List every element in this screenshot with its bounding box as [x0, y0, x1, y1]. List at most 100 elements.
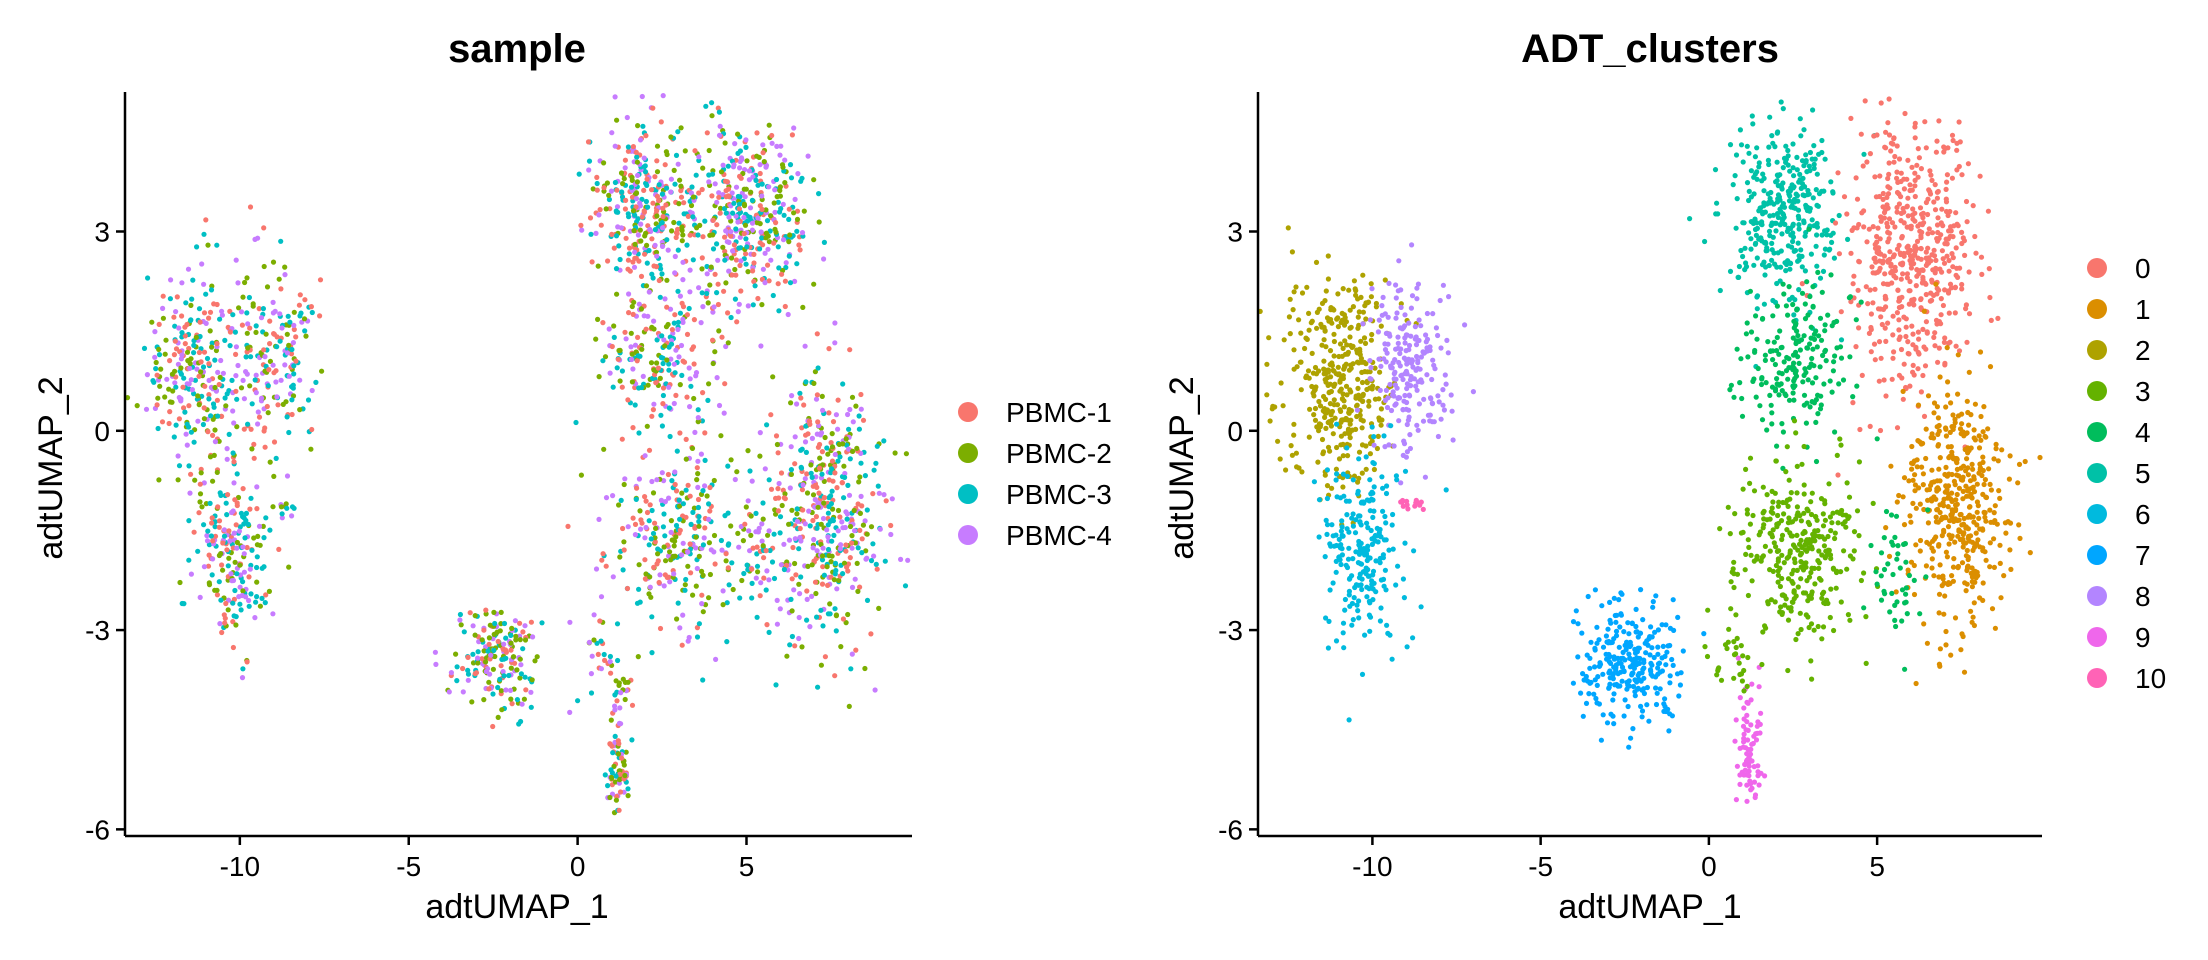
data-point [287, 319, 293, 325]
data-point [220, 540, 226, 546]
data-point [1795, 240, 1801, 246]
data-point [741, 186, 747, 192]
data-point [1380, 576, 1387, 583]
data-point [671, 320, 677, 326]
data-point [1319, 342, 1325, 348]
data-point [1402, 323, 1408, 329]
data-point [1444, 337, 1450, 343]
data-point [1344, 342, 1350, 348]
data-point [234, 471, 240, 477]
data-point [1885, 175, 1891, 182]
data-point [208, 287, 215, 293]
data-point [1886, 216, 1893, 222]
data-point [170, 388, 176, 394]
data-point [200, 421, 206, 428]
data-point [1406, 392, 1412, 398]
data-point [1653, 701, 1660, 708]
data-point [1347, 325, 1353, 331]
data-point [650, 200, 656, 206]
data-point [1660, 643, 1666, 650]
data-point [1824, 232, 1830, 238]
data-point [278, 238, 284, 244]
data-point [1311, 388, 1317, 394]
data-point [264, 403, 270, 410]
data-point [664, 357, 670, 363]
data-point [681, 200, 687, 206]
data-point [205, 528, 211, 534]
axes: -10 -5 0 5-6-303 [85, 92, 912, 882]
data-point [597, 618, 603, 624]
data-point [262, 444, 268, 450]
data-point [660, 401, 666, 407]
data-point [212, 384, 218, 391]
data-point [738, 288, 744, 294]
data-point [1429, 400, 1435, 406]
data-point [1797, 347, 1803, 353]
data-point [1342, 351, 1349, 357]
data-point [679, 642, 685, 648]
data-point [1770, 297, 1776, 304]
data-point [1858, 299, 1864, 305]
data-point [1361, 546, 1367, 552]
data-point [1797, 116, 1803, 122]
data-point [1931, 292, 1937, 298]
data-point [256, 414, 263, 420]
data-point [1746, 188, 1752, 194]
data-point [1804, 192, 1811, 198]
data-point [638, 517, 644, 523]
data-point [1857, 426, 1863, 433]
data-point [1714, 200, 1720, 206]
data-point [741, 570, 747, 577]
data-point [1946, 228, 1952, 234]
data-point [783, 562, 790, 569]
data-point [643, 326, 649, 332]
data-point [1392, 357, 1398, 363]
data-point [713, 656, 719, 663]
data-point [1347, 307, 1353, 313]
data-point [870, 541, 876, 547]
data-point [633, 204, 639, 210]
data-point [1877, 236, 1883, 242]
data-point [720, 162, 726, 168]
data-point [1804, 205, 1811, 211]
data-point [1872, 255, 1878, 261]
data-point [651, 401, 657, 407]
data-point [226, 431, 232, 437]
data-point [458, 622, 464, 628]
data-point [829, 431, 835, 437]
data-point [680, 319, 686, 325]
data-point [1446, 294, 1452, 300]
data-point [805, 431, 811, 437]
data-point [687, 404, 693, 410]
data-point [772, 209, 778, 215]
data-point [1422, 474, 1428, 480]
data-point [1748, 329, 1755, 335]
data-point [1367, 614, 1374, 620]
data-point [211, 301, 217, 307]
data-point [1575, 621, 1581, 627]
data-point [257, 542, 263, 548]
data-point [237, 562, 243, 568]
data-point [666, 367, 672, 373]
data-point [1322, 472, 1328, 478]
data-point [790, 544, 796, 551]
data-point [1367, 385, 1373, 391]
data-point [1886, 96, 1892, 102]
data-point [642, 251, 648, 257]
data-point [807, 624, 813, 630]
data-point [688, 383, 694, 389]
legend-key [958, 402, 978, 422]
data-point [457, 611, 463, 618]
data-point [637, 200, 643, 206]
data-point [1892, 268, 1898, 274]
data-point [1346, 588, 1352, 595]
data-point [1853, 175, 1859, 181]
data-point [1799, 264, 1805, 270]
data-point [716, 402, 723, 409]
data-point [806, 508, 812, 514]
data-point [671, 219, 677, 226]
data-point [1873, 194, 1879, 200]
data-point [1861, 224, 1867, 230]
data-point [1764, 247, 1770, 254]
data-point [479, 637, 485, 643]
